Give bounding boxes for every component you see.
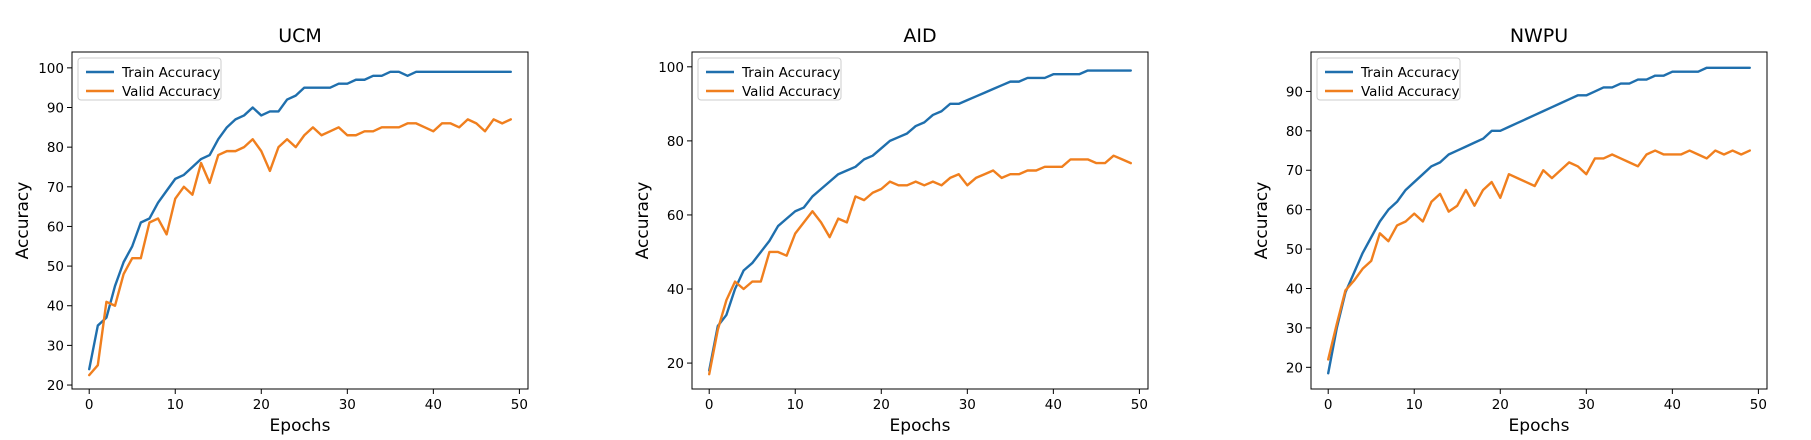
y-tick-label: 80 xyxy=(1286,124,1303,140)
x-tick-label: 50 xyxy=(1131,397,1148,413)
plot-frame xyxy=(1310,51,1768,390)
y-tick-label: 80 xyxy=(667,134,684,150)
x-tick-label: 40 xyxy=(425,397,442,413)
x-tick-label: 10 xyxy=(167,397,184,413)
legend-label: Train Accuracy xyxy=(741,65,840,81)
y-tick-label: 40 xyxy=(47,299,64,315)
chart-panel-0: 0 10 20 30 40 50 20 30 40 50 60 70 80 90 100 UCM Epochs A… xyxy=(13,25,529,436)
y-tick-label: 50 xyxy=(47,259,64,275)
legend-box xyxy=(77,57,222,101)
series-line-valid xyxy=(88,118,512,377)
x-tick-label: 0 xyxy=(705,397,714,413)
y-tick-label: 60 xyxy=(47,219,64,235)
legend-label: Valid Accuracy xyxy=(742,84,840,100)
y-tick-label: 100 xyxy=(38,61,64,77)
y-tick-label: 60 xyxy=(667,208,684,224)
x-tick-label: 0 xyxy=(1324,397,1333,413)
y-tick-label: 100 xyxy=(658,60,684,76)
x-tick-label: 30 xyxy=(339,397,356,413)
y-tick-label: 20 xyxy=(667,356,684,372)
chart-title: UCM xyxy=(278,25,322,47)
series-line-train xyxy=(1327,66,1751,375)
chart-panel-1: 0 10 20 30 40 50 20 40 60 80 100 AID Epochs Accuracy T… xyxy=(633,25,1149,436)
x-tick-label: 50 xyxy=(511,397,528,413)
y-tick-label: 20 xyxy=(47,378,64,394)
y-tick-label: 90 xyxy=(1286,84,1303,100)
legend-label: Valid Accuracy xyxy=(122,84,220,100)
x-tick-label: 30 xyxy=(1578,397,1595,413)
x-axis-label: Epochs xyxy=(1509,416,1570,436)
x-tick-label: 10 xyxy=(787,397,804,413)
legend-box xyxy=(697,57,842,101)
x-tick-label: 0 xyxy=(85,397,94,413)
y-tick-label: 40 xyxy=(667,282,684,298)
y-axis-label: Accuracy xyxy=(633,182,653,260)
y-tick-label: 80 xyxy=(47,140,64,156)
chart-title: NWPU xyxy=(1510,25,1568,47)
legend-label: Train Accuracy xyxy=(121,65,220,81)
y-tick-label: 60 xyxy=(1286,203,1303,219)
chart-panel-2: 0 10 20 30 40 50 20 30 40 50 60 70 80 90 NWPU Epochs Acc… xyxy=(1252,25,1768,436)
series-line-valid xyxy=(708,154,1132,376)
x-tick-label: 20 xyxy=(1492,397,1509,413)
plot-frame xyxy=(691,51,1149,390)
y-tick-label: 90 xyxy=(47,101,64,117)
y-tick-label: 30 xyxy=(1286,321,1303,337)
legend-box xyxy=(1316,57,1461,101)
x-axis-label: Epochs xyxy=(890,416,951,436)
y-tick-label: 40 xyxy=(1286,281,1303,297)
y-tick-label: 20 xyxy=(1286,360,1303,376)
x-tick-label: 50 xyxy=(1750,397,1767,413)
y-tick-label: 30 xyxy=(47,338,64,354)
y-tick-label: 70 xyxy=(1286,163,1303,179)
y-tick-label: 70 xyxy=(47,180,64,196)
y-tick-label: 50 xyxy=(1286,242,1303,258)
x-axis-label: Epochs xyxy=(270,416,331,436)
series-line-train xyxy=(708,69,1132,372)
y-axis-label: Accuracy xyxy=(1252,182,1272,260)
x-tick-label: 40 xyxy=(1045,397,1062,413)
x-tick-label: 10 xyxy=(1406,397,1423,413)
x-tick-label: 30 xyxy=(959,397,976,413)
legend-label: Valid Accuracy xyxy=(1361,84,1459,100)
series-line-train xyxy=(88,70,512,371)
x-tick-label: 20 xyxy=(253,397,270,413)
x-tick-label: 40 xyxy=(1664,397,1681,413)
series-line-valid xyxy=(1327,149,1751,361)
y-axis-label: Accuracy xyxy=(13,182,33,260)
plot-frame xyxy=(71,51,529,390)
chart-title: AID xyxy=(903,25,936,47)
legend-label: Train Accuracy xyxy=(1360,65,1459,81)
x-tick-label: 20 xyxy=(873,397,890,413)
